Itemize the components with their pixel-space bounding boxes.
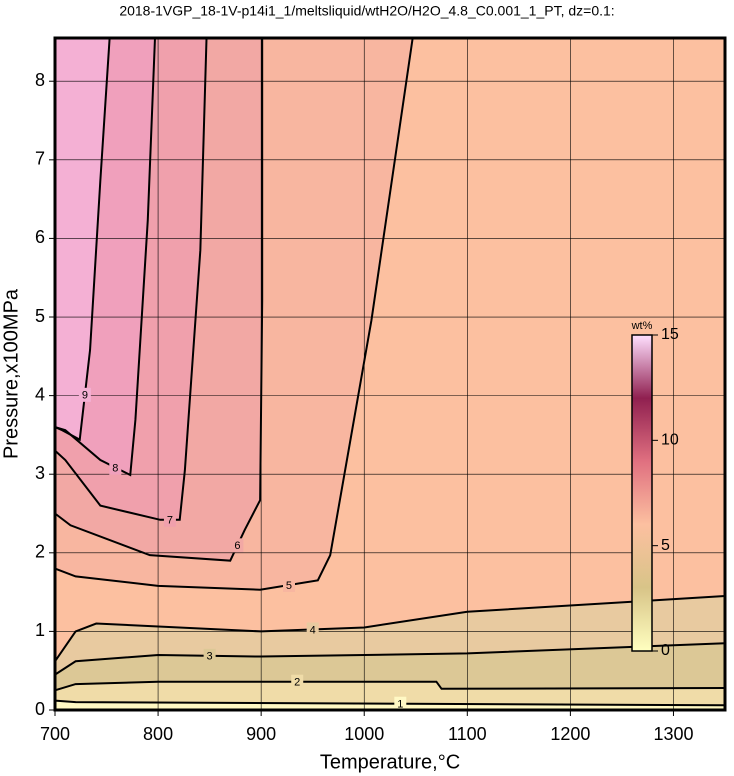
contour-label-box bbox=[109, 460, 122, 475]
contour-label-box bbox=[203, 648, 216, 663]
x-tick-label: 700 bbox=[40, 724, 70, 744]
contour-label: 6 bbox=[234, 540, 240, 552]
y-tick-label: 2 bbox=[35, 542, 45, 562]
contour-label: 4 bbox=[310, 624, 316, 636]
contour-label: 1 bbox=[397, 699, 403, 711]
colorbar-tick-label: 10 bbox=[661, 432, 679, 449]
contour-label-box bbox=[306, 622, 319, 637]
y-tick-label: 3 bbox=[35, 463, 45, 483]
contour-label-box bbox=[231, 538, 244, 553]
x-axis-label: Temperature,°C bbox=[320, 751, 460, 773]
contour-line bbox=[54, 37, 156, 477]
x-tick-label: 1000 bbox=[344, 724, 384, 744]
x-tick-label: 1300 bbox=[653, 724, 693, 744]
chart-title: 2018-1VGP_18-1V-p14i1_1/meltsliquid/wtH2… bbox=[119, 3, 614, 19]
x-tick-label: 1200 bbox=[550, 724, 590, 744]
contour-label: 9 bbox=[82, 390, 88, 402]
x-tick-label: 900 bbox=[246, 724, 276, 744]
colorbar-tick-label: 5 bbox=[661, 537, 670, 554]
contour-label-box bbox=[163, 512, 176, 527]
colorbar-tick-label: 0 bbox=[661, 642, 670, 659]
colorbar-label: wt% bbox=[631, 320, 653, 332]
y-axis-label: Pressure,x100MPa bbox=[0, 288, 22, 459]
x-tick-label: 1100 bbox=[448, 724, 487, 744]
plot-frame bbox=[53, 36, 727, 712]
contour-label-box bbox=[282, 578, 295, 593]
contour-line bbox=[54, 595, 726, 662]
contour-label: 3 bbox=[207, 651, 213, 663]
contour-label: 8 bbox=[112, 462, 118, 474]
contour-label-box bbox=[78, 387, 91, 402]
contour-label-box bbox=[291, 674, 304, 689]
y-tick-label: 4 bbox=[35, 384, 45, 404]
y-tick-label: 0 bbox=[35, 699, 45, 719]
colorbar-tick-label: 15 bbox=[661, 326, 679, 343]
y-tick-label: 7 bbox=[35, 149, 45, 169]
x-tick-label: 800 bbox=[143, 724, 173, 744]
contour-label: 7 bbox=[167, 515, 173, 527]
contour-label-box bbox=[394, 696, 407, 711]
y-tick-label: 6 bbox=[35, 227, 45, 247]
contour-label: 2 bbox=[294, 677, 300, 689]
contour-band bbox=[55, 38, 110, 440]
contour-line bbox=[54, 699, 726, 707]
y-tick-label: 5 bbox=[35, 306, 45, 326]
contour-label: 5 bbox=[286, 580, 292, 592]
y-tick-label: 8 bbox=[35, 70, 45, 90]
y-tick-label: 1 bbox=[35, 620, 45, 640]
colorbar bbox=[631, 334, 653, 652]
